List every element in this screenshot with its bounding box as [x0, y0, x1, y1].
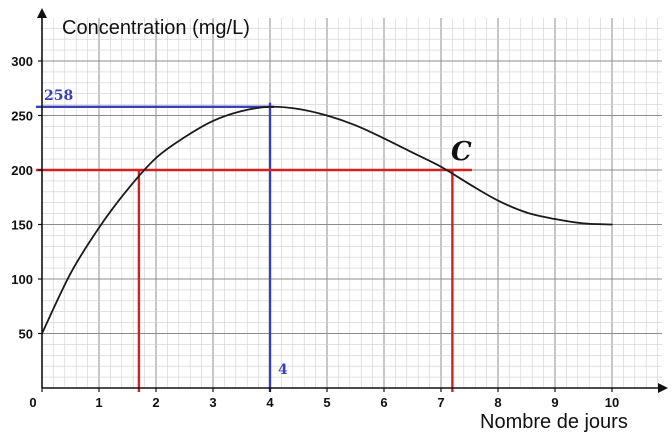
y-tick-label: 300	[11, 54, 33, 69]
curve-point	[383, 137, 385, 140]
curve-point	[411, 151, 414, 154]
x-tick-label: 10	[605, 395, 619, 410]
curve-point	[354, 124, 357, 127]
curve-point	[497, 199, 499, 202]
guide-lines	[36, 102, 472, 392]
y-axis-arrow	[37, 8, 47, 18]
curve-point	[41, 332, 43, 335]
x-tick-label: 3	[209, 395, 216, 410]
grid	[41, 18, 662, 389]
axes: 0 1 2 3 4 5 6 7 8 9 10 50 100 150 200 250 300	[11, 8, 668, 410]
x-tick-label: 6	[380, 395, 387, 410]
curve-point	[98, 226, 100, 229]
x-tick-label: 0	[29, 395, 36, 410]
y-tick-label: 150	[11, 218, 33, 233]
curve-point	[269, 105, 271, 108]
x-tick-label: 9	[551, 395, 558, 410]
x-tick-label: 2	[152, 395, 159, 410]
curve-point	[554, 218, 556, 220]
curve-point	[69, 272, 72, 275]
curve-point	[155, 157, 157, 159]
curve-point	[611, 223, 613, 226]
curve-point	[240, 110, 243, 112]
y-tick-label: 50	[19, 327, 33, 342]
x-tick-label: 7	[437, 395, 444, 410]
curve-point	[212, 120, 214, 122]
y-axis-title: Concentration (mg/L)	[62, 17, 250, 39]
labels: Concentration (mg/L) Nombre de jours 258…	[44, 17, 628, 433]
point-c-label: C	[451, 137, 472, 167]
x-tick-label: 1	[95, 395, 102, 410]
curve-point	[326, 114, 328, 117]
x-tick-label: 8	[494, 395, 501, 410]
y-tick-label: 200	[11, 163, 33, 178]
x-tick-label: 4	[266, 395, 274, 410]
curve-point	[468, 183, 471, 185]
curve-point	[297, 108, 300, 110]
x-axis-arrow	[658, 383, 668, 393]
curve-point	[183, 136, 186, 139]
x-tick-label: 5	[323, 395, 330, 410]
curve-point	[582, 222, 585, 225]
curve-point	[126, 188, 129, 191]
curve-point	[525, 211, 528, 214]
y-tick-label: 250	[11, 109, 33, 124]
curve-layer	[41, 105, 613, 335]
y-tick-label: 100	[11, 272, 33, 287]
max-value-label: 258	[44, 88, 73, 104]
x-axis-title: Nombre de jours	[480, 411, 628, 433]
max-day-label: 4	[278, 362, 288, 378]
curve-point	[440, 165, 442, 168]
